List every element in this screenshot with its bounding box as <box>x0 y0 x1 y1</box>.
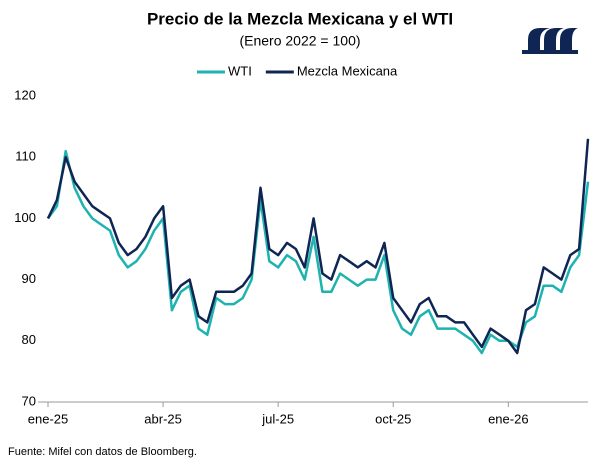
chart-subtitle: (Enero 2022 = 100) <box>239 33 360 49</box>
series-line <box>46 138 590 355</box>
y-tick-label: 90 <box>22 271 36 286</box>
x-tick-label: oct-25 <box>375 411 411 426</box>
y-tick-label: 70 <box>22 393 36 408</box>
y-tick-label: 120 <box>14 87 36 102</box>
y-tick-label: 80 <box>22 332 36 347</box>
y-tick-label: 110 <box>15 149 36 164</box>
x-tick-label: ene-26 <box>488 411 528 426</box>
x-tick-label: ene-25 <box>28 411 68 426</box>
series-line <box>46 149 590 355</box>
y-tick-label: 100 <box>14 210 36 225</box>
logo <box>522 28 578 54</box>
legend-label: Mezcla Mexicana <box>297 63 398 78</box>
legend-label: WTI <box>228 63 252 78</box>
x-tick-label: jul-25 <box>261 411 294 426</box>
chart-title: Precio de la Mezcla Mexicana y el WTI <box>147 9 453 28</box>
x-tick-label: abr-25 <box>144 411 182 426</box>
source-note: Fuente: Mifel con datos de Bloomberg. <box>8 446 197 458</box>
